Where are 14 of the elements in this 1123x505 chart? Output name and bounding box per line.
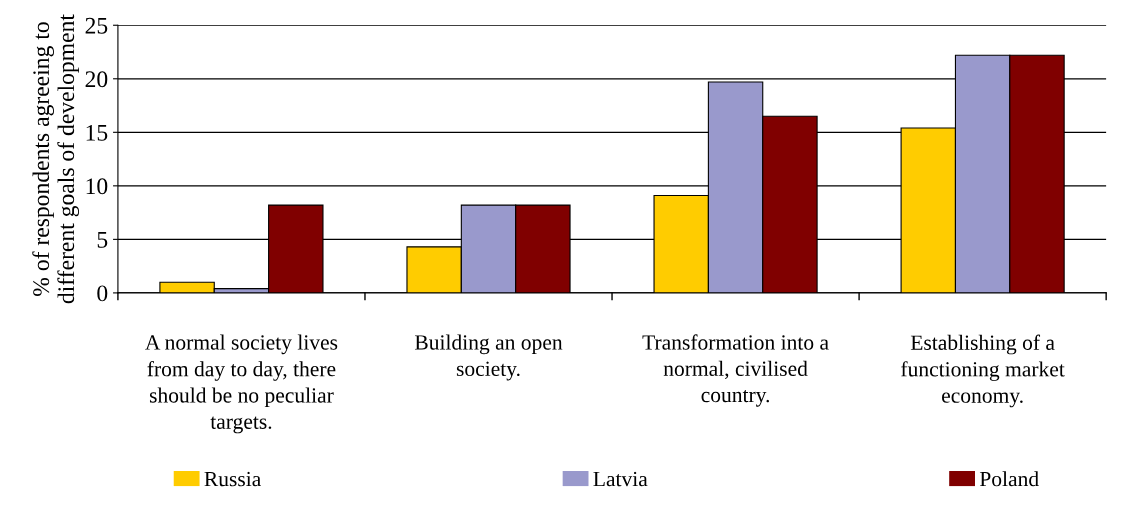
y-tick-label: 25 <box>85 17 108 34</box>
legend-label: Poland <box>979 471 1039 487</box>
y-tick-label: 15 <box>86 124 108 141</box>
legend-label: Russia <box>204 471 261 487</box>
y-tick-label: 10 <box>86 178 108 195</box>
legend-label: Latvia <box>593 471 648 487</box>
x-tick-label: Building an open society. <box>414 334 563 381</box>
x-tick-label: Transformation into a normal, civilised country. <box>642 334 829 407</box>
y-axis-title: % of respondents agreeing to different goals of development <box>32 14 80 304</box>
y-tick-label: 0 <box>97 285 108 302</box>
y-tick-label: 20 <box>85 71 108 88</box>
x-tick-label: Establishing of a functioning market economy. <box>901 334 1065 408</box>
y-tick-label: 5 <box>97 232 108 248</box>
x-tick-label: A normal society lives from day to day, there should be no peculiar targets. <box>145 334 338 434</box>
